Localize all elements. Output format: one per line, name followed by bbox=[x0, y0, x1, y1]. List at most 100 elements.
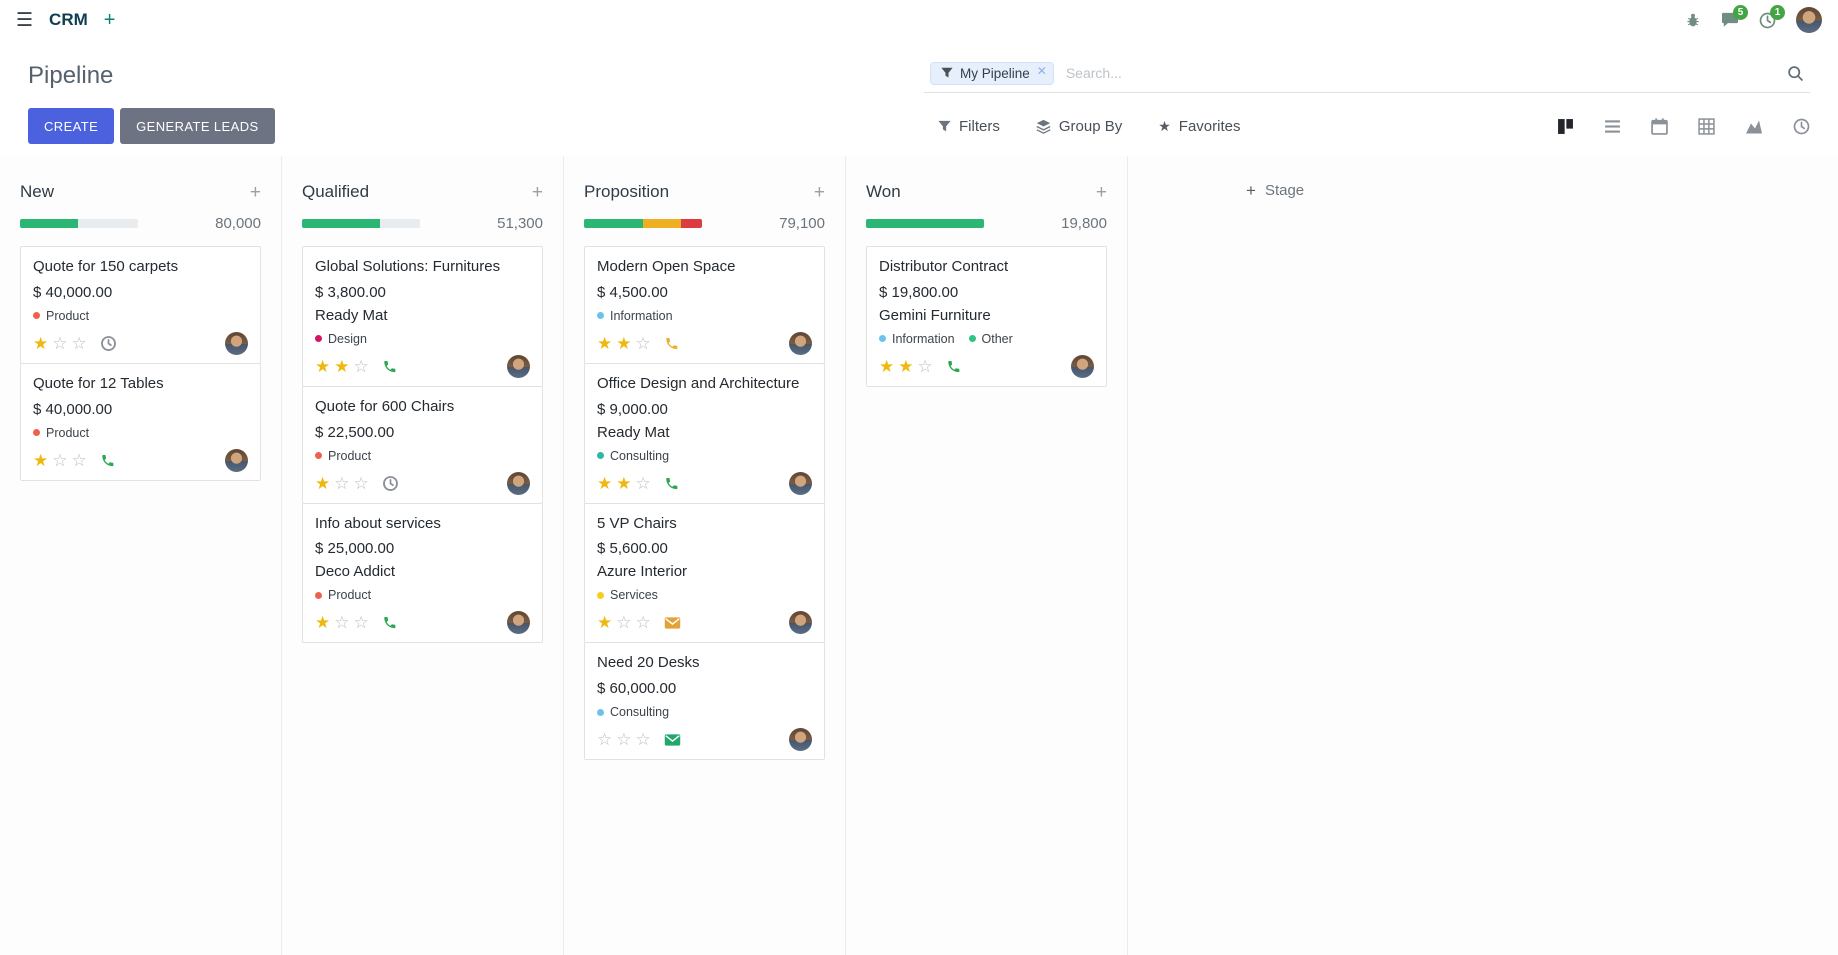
salesperson-avatar[interactable] bbox=[1071, 354, 1094, 378]
column-progressbar[interactable] bbox=[584, 219, 702, 228]
progress-segment[interactable] bbox=[302, 219, 380, 228]
apps-menu-icon[interactable]: ☰ bbox=[16, 9, 34, 31]
salesperson-avatar[interactable] bbox=[789, 611, 812, 635]
star-filled-icon[interactable]: ★ bbox=[33, 333, 49, 353]
column-quick-add-button[interactable]: + bbox=[249, 181, 261, 203]
star-filled-icon[interactable]: ★ bbox=[616, 473, 632, 493]
card-tag: Consulting bbox=[597, 449, 669, 463]
star-empty-icon[interactable]: ☆ bbox=[71, 333, 87, 353]
kanban-card[interactable]: Global Solutions: Furnitures $ 3,800.00 Re… bbox=[302, 246, 543, 387]
filters-menu-button[interactable]: Filters bbox=[938, 118, 1000, 135]
phone-activity-icon[interactable] bbox=[664, 336, 679, 351]
salesperson-avatar[interactable] bbox=[225, 448, 248, 472]
star-empty-icon[interactable]: ☆ bbox=[616, 613, 632, 633]
star-empty-icon[interactable]: ☆ bbox=[917, 356, 933, 376]
search-bar[interactable]: My Pipeline ✕ bbox=[924, 60, 1810, 93]
salesperson-avatar[interactable] bbox=[507, 471, 530, 495]
app-name[interactable]: CRM bbox=[49, 10, 88, 29]
salesperson-avatar[interactable] bbox=[789, 728, 812, 751]
kanban-card[interactable]: Need 20 Desks $ 60,000.00 Consulting ☆ ☆ ☆ bbox=[584, 642, 825, 760]
kanban-card[interactable]: Quote for 150 carpets $ 40,000.00 Product ★… bbox=[20, 246, 261, 364]
activities-clock-icon[interactable]: 1 bbox=[1759, 4, 1785, 29]
column-quick-add-button[interactable]: + bbox=[1095, 181, 1107, 203]
phone-activity-icon[interactable] bbox=[382, 615, 397, 630]
star-empty-icon[interactable]: ☆ bbox=[635, 730, 651, 749]
star-empty-icon[interactable]: ☆ bbox=[597, 730, 613, 749]
kanban-card[interactable]: Info about services $ 25,000.00 Deco Addic… bbox=[302, 502, 543, 644]
salesperson-avatar[interactable] bbox=[507, 354, 530, 378]
phone-activity-icon[interactable] bbox=[100, 453, 115, 468]
star-filled-icon[interactable]: ★ bbox=[315, 473, 331, 493]
star-empty-icon[interactable]: ☆ bbox=[635, 473, 651, 493]
progress-segment[interactable] bbox=[20, 219, 78, 228]
generate-leads-button[interactable]: GENERATE LEADS bbox=[120, 108, 275, 144]
kanban-card[interactable]: 5 VP Chairs $ 5,600.00 Azure Interior Servi… bbox=[584, 502, 825, 644]
column-progressbar[interactable] bbox=[866, 219, 984, 228]
add-stage-button[interactable]: + Stage bbox=[1246, 156, 1304, 199]
view-switch-pivot[interactable] bbox=[1698, 117, 1715, 135]
create-button[interactable]: CREATE bbox=[28, 108, 115, 144]
kanban-card[interactable]: Quote for 600 Chairs $ 22,500.00 Product ★ ☆… bbox=[302, 385, 543, 504]
user-avatar[interactable] bbox=[1796, 7, 1822, 33]
star-empty-icon[interactable]: ☆ bbox=[71, 450, 87, 470]
column-quick-add-button[interactable]: + bbox=[531, 181, 543, 203]
group-by-menu-button[interactable]: Group By bbox=[1036, 118, 1122, 135]
star-filled-icon[interactable]: ★ bbox=[597, 613, 613, 633]
star-filled-icon[interactable]: ★ bbox=[597, 333, 613, 353]
salesperson-avatar[interactable] bbox=[789, 331, 812, 355]
view-switch-graph[interactable] bbox=[1745, 118, 1763, 135]
view-switch-kanban[interactable] bbox=[1557, 118, 1574, 135]
card-tag: Product bbox=[315, 449, 371, 463]
kanban-card[interactable]: Distributor Contract $ 19,800.00 Gemini Fu… bbox=[866, 246, 1107, 387]
search-facet[interactable]: My Pipeline ✕ bbox=[930, 61, 1054, 85]
salesperson-avatar[interactable] bbox=[225, 331, 248, 355]
star-empty-icon[interactable]: ☆ bbox=[52, 450, 68, 470]
progress-segment[interactable] bbox=[643, 219, 681, 228]
star-empty-icon[interactable]: ☆ bbox=[52, 333, 68, 353]
kanban-card[interactable]: Quote for 12 Tables $ 40,000.00 Product ★ ☆ ☆ bbox=[20, 362, 261, 481]
envelope-activity-icon[interactable] bbox=[664, 733, 681, 747]
star-empty-icon[interactable]: ☆ bbox=[616, 730, 632, 749]
star-filled-icon[interactable]: ★ bbox=[315, 356, 331, 376]
phone-activity-icon[interactable] bbox=[382, 359, 397, 374]
star-filled-icon[interactable]: ★ bbox=[616, 333, 632, 353]
search-input[interactable] bbox=[1063, 64, 1777, 82]
navbar-plus-icon[interactable]: + bbox=[103, 9, 116, 31]
progress-segment[interactable] bbox=[584, 219, 643, 228]
view-switch-activity[interactable] bbox=[1793, 118, 1810, 135]
star-filled-icon[interactable]: ★ bbox=[315, 613, 331, 633]
clock-activity-icon[interactable] bbox=[100, 335, 117, 352]
progress-segment[interactable] bbox=[866, 219, 984, 228]
messages-icon[interactable]: 5 bbox=[1721, 5, 1748, 28]
view-switch-calendar[interactable] bbox=[1651, 117, 1668, 135]
phone-activity-icon[interactable] bbox=[946, 359, 961, 374]
phone-activity-icon[interactable] bbox=[664, 476, 679, 491]
star-empty-icon[interactable]: ☆ bbox=[635, 613, 651, 633]
column-progressbar[interactable] bbox=[20, 219, 138, 228]
progress-segment[interactable] bbox=[680, 219, 702, 228]
kanban-card[interactable]: Modern Open Space $ 4,500.00 Information ★ ★… bbox=[584, 246, 825, 364]
debug-bug-icon[interactable] bbox=[1685, 12, 1701, 28]
column-progressbar[interactable] bbox=[302, 219, 420, 228]
star-empty-icon[interactable]: ☆ bbox=[353, 613, 369, 633]
star-filled-icon[interactable]: ★ bbox=[33, 450, 49, 470]
facet-remove-icon[interactable]: ✕ bbox=[1036, 63, 1047, 78]
star-empty-icon[interactable]: ☆ bbox=[353, 473, 369, 493]
star-empty-icon[interactable]: ☆ bbox=[353, 356, 369, 376]
star-filled-icon[interactable]: ★ bbox=[898, 356, 914, 376]
star-filled-icon[interactable]: ★ bbox=[879, 356, 895, 376]
star-filled-icon[interactable]: ★ bbox=[334, 356, 350, 376]
star-empty-icon[interactable]: ☆ bbox=[334, 473, 350, 493]
star-filled-icon[interactable]: ★ bbox=[597, 473, 613, 493]
salesperson-avatar[interactable] bbox=[789, 471, 812, 495]
column-quick-add-button[interactable]: + bbox=[813, 181, 825, 203]
envelope-activity-icon[interactable] bbox=[664, 616, 681, 630]
star-empty-icon[interactable]: ☆ bbox=[334, 613, 350, 633]
view-switch-list[interactable] bbox=[1604, 118, 1621, 135]
favorites-menu-button[interactable]: ★ Favorites bbox=[1158, 118, 1240, 135]
salesperson-avatar[interactable] bbox=[507, 611, 530, 635]
star-empty-icon[interactable]: ☆ bbox=[635, 333, 651, 353]
search-icon[interactable] bbox=[1787, 65, 1804, 82]
clock-activity-icon[interactable] bbox=[382, 475, 399, 492]
kanban-card[interactable]: Office Design and Architecture $ 9,000.00… bbox=[584, 362, 825, 504]
